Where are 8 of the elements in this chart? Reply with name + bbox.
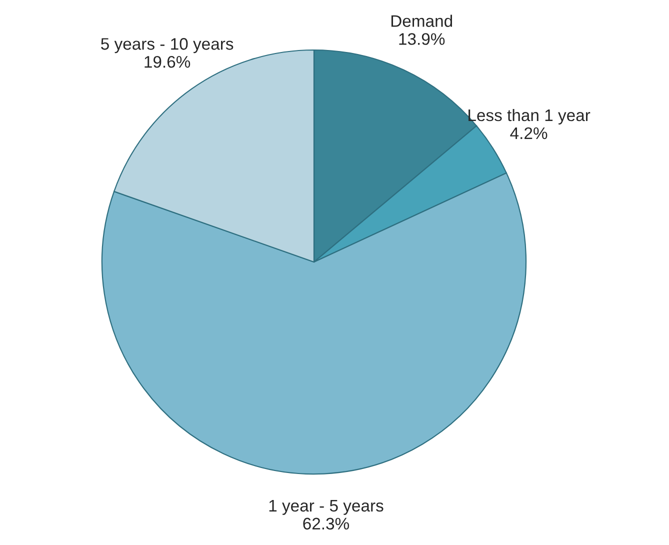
slice-label: 5 years - 10 years: [101, 38, 234, 54]
data-label: 19.6%: [144, 56, 190, 68]
data-label: 4.2%: [510, 127, 548, 140]
slice-label: Demand: [391, 14, 452, 27]
slice-label: 1 year - 5 years: [269, 500, 384, 515]
data-label: 13.9%: [399, 33, 445, 45]
data-label: 62.3%: [303, 518, 350, 530]
slice-label: Less than 1 year: [468, 108, 590, 124]
